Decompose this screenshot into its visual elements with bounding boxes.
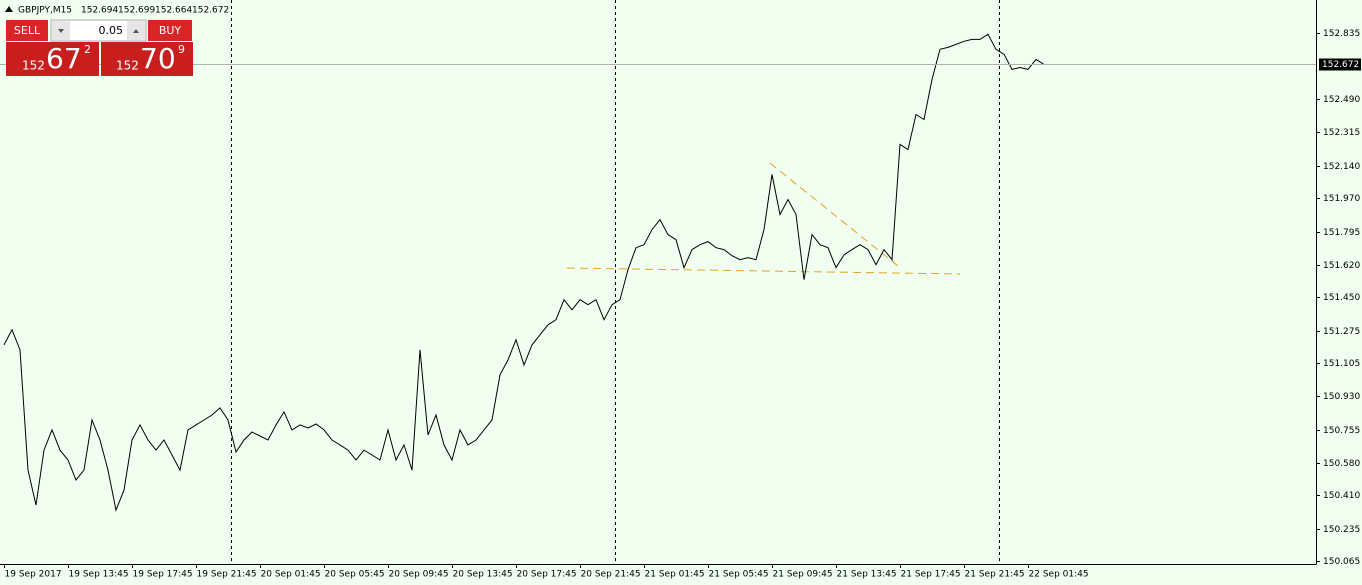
x-tick-label: 21 Sep 05:45 xyxy=(709,570,769,580)
sell-pips: 67 xyxy=(46,42,82,75)
sell-prefix: 152 xyxy=(22,59,45,73)
x-tick-label: 20 Sep 05:45 xyxy=(325,570,385,580)
buy-label: BUY xyxy=(159,24,182,37)
sell-fraction: 2 xyxy=(84,43,91,56)
symbol: GBPJPY,M15 xyxy=(18,6,72,16)
y-tick-label: 152.315 xyxy=(1323,128,1360,138)
collapse-icon[interactable] xyxy=(5,6,13,12)
y-tick-label: 150.235 xyxy=(1323,525,1360,535)
sell-price-box[interactable] xyxy=(6,42,99,76)
y-tick-label: 151.275 xyxy=(1323,327,1360,337)
x-tick-label: 21 Sep 21:45 xyxy=(965,570,1025,580)
y-tick-label: 150.065 xyxy=(1323,557,1360,567)
buy-fraction: 9 xyxy=(178,43,185,56)
x-tick-label: 20 Sep 01:45 xyxy=(261,570,321,580)
x-tick-label: 21 Sep 09:45 xyxy=(773,570,833,580)
trade-panel: SELL 0.05 BUY 152 67 2 152 70 9 xyxy=(6,19,193,76)
buy-price-box[interactable] xyxy=(101,42,193,76)
y-tick-label: 150.580 xyxy=(1323,459,1360,469)
x-tick-label: 20 Sep 17:45 xyxy=(517,570,577,580)
current-price-box xyxy=(1319,58,1361,71)
lot-value: 0.05 xyxy=(99,24,124,37)
current-price-label: 152.672 xyxy=(1322,60,1359,70)
ohlc-close: 152.672 xyxy=(192,6,229,16)
y-tick-label: 152.490 xyxy=(1323,95,1360,105)
y-tick-label: 151.105 xyxy=(1323,359,1360,369)
x-tick-label: 20 Sep 09:45 xyxy=(389,570,449,580)
x-tick-label: 22 Sep 01:45 xyxy=(1029,570,1089,580)
y-tick-label: 151.620 xyxy=(1323,261,1360,271)
lot-field[interactable] xyxy=(50,19,147,42)
ohlc-open: 152.694 xyxy=(81,6,118,16)
x-tick-label: 19 Sep 13:45 xyxy=(69,570,129,580)
trend-line xyxy=(566,267,961,275)
buy-button[interactable] xyxy=(148,20,192,41)
price-line xyxy=(3,33,1045,512)
y-tick-label: 151.795 xyxy=(1323,228,1360,238)
y-tick-label: 150.755 xyxy=(1323,426,1360,436)
trend-line xyxy=(769,162,899,267)
x-tick-label: 21 Sep 13:45 xyxy=(837,570,897,580)
ohlc-high: 152.699 xyxy=(118,6,155,16)
sell-label: SELL xyxy=(14,24,41,37)
buy-pips: 70 xyxy=(140,42,176,75)
x-tick-label: 21 Sep 01:45 xyxy=(645,570,705,580)
y-tick-label: 152.835 xyxy=(1323,29,1360,39)
x-tick-label: 20 Sep 21:45 xyxy=(581,570,641,580)
x-tick-label: 19 Sep 2017 xyxy=(5,570,62,580)
sell-button[interactable] xyxy=(6,20,48,41)
y-tick-label: 150.410 xyxy=(1323,491,1360,501)
lot-down-arrow xyxy=(58,29,64,33)
plot: 152.835 152.490 152.315 152.140 151.970 151.7… xyxy=(0,29,1361,580)
buy-prefix: 152 xyxy=(116,59,139,73)
y-tick-label: 150.930 xyxy=(1323,392,1360,402)
ohlc-low: 152.664 xyxy=(155,6,192,16)
x-tick-label: 21 Sep 17:45 xyxy=(901,570,961,580)
y-tick-label: 152.140 xyxy=(1323,162,1360,172)
y-tick-label: 151.970 xyxy=(1323,194,1360,204)
y-tick-label: 151.450 xyxy=(1323,293,1360,303)
x-tick-label: 19 Sep 21:45 xyxy=(197,570,257,580)
lot-up-arrow xyxy=(133,29,139,33)
x-tick-label: 19 Sep 17:45 xyxy=(133,570,193,580)
x-tick-label: 20 Sep 13:45 xyxy=(453,570,513,580)
